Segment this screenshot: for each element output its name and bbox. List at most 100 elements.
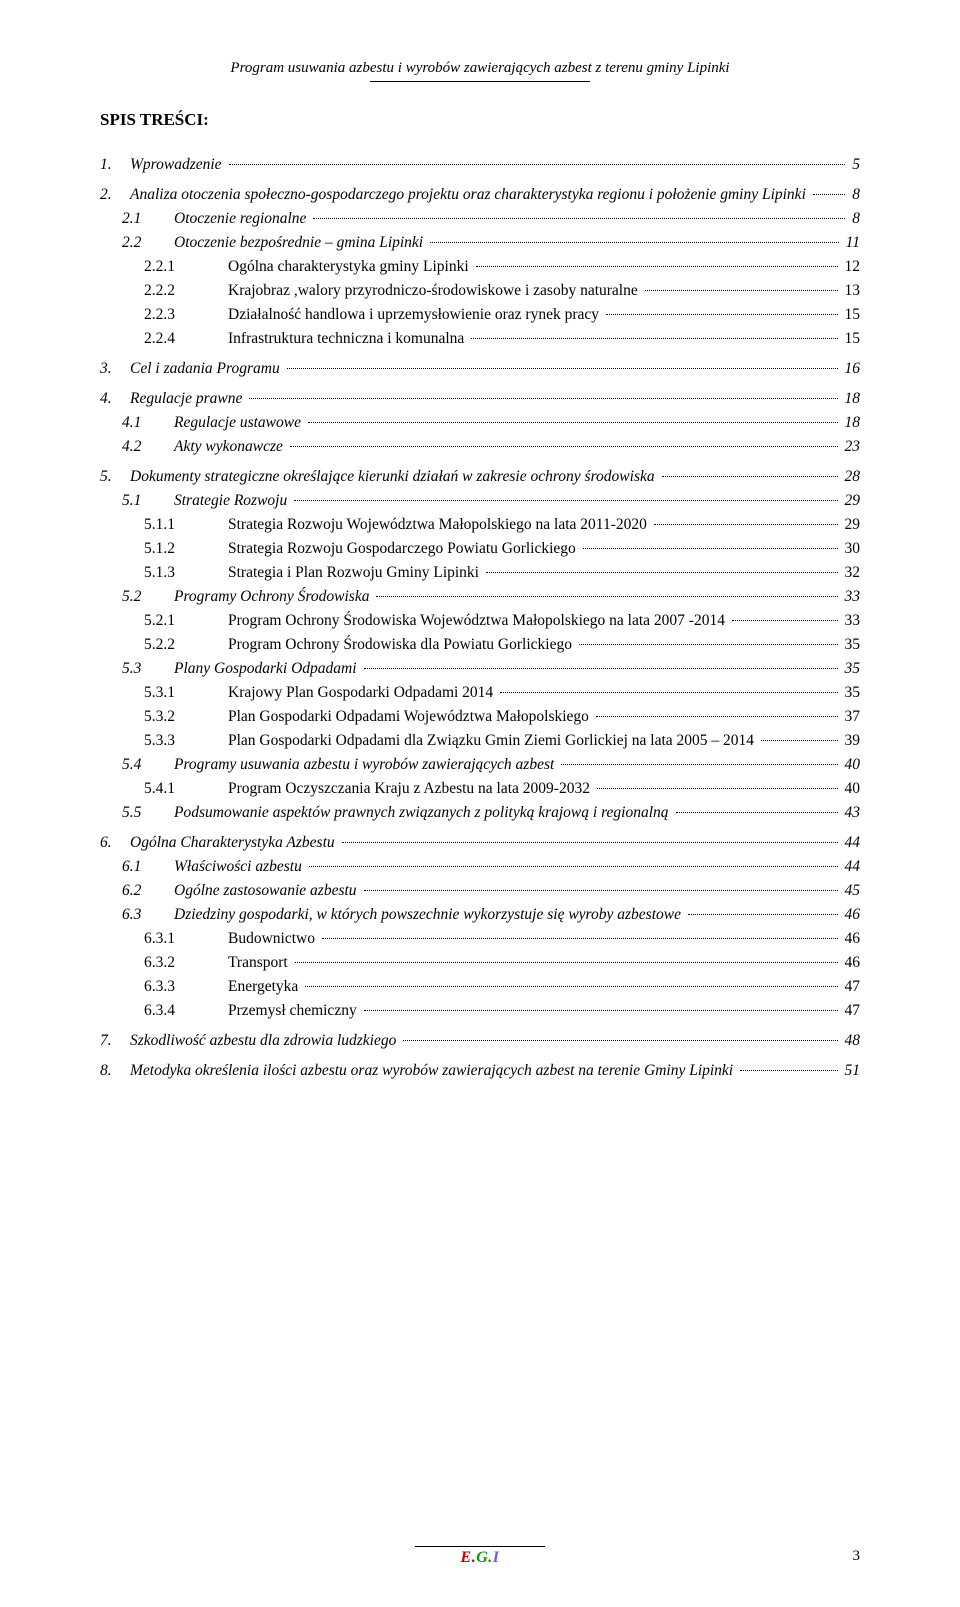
toc-entry-page: 43 [841, 804, 861, 822]
toc-entry-page: 33 [841, 612, 861, 630]
toc-entry-page: 18 [841, 414, 861, 432]
toc-entry-number: 6.3 [100, 906, 174, 924]
toc-leader-dots [688, 914, 838, 915]
toc-entry-label: Krajobraz ,walory przyrodniczo-środowisk… [228, 282, 642, 300]
toc-entry-number: 5.2.2 [100, 636, 228, 654]
toc-entry-number: 2.1 [100, 210, 174, 228]
toc-entry: 2.2.3Działalność handlowa i uprzemysłowi… [100, 306, 860, 324]
toc-entry-label: Transport [228, 954, 292, 972]
toc-leader-dots [606, 314, 838, 315]
footer-divider [415, 1546, 545, 1547]
toc-leader-dots [732, 620, 838, 621]
toc-entry-label: Program Oczyszczania Kraju z Azbestu na … [228, 780, 594, 798]
toc-entry-label: Strategia Rozwoju Gospodarczego Powiatu … [228, 540, 580, 558]
toc-entry-page: 29 [841, 516, 861, 534]
toc-entry-label: Strategia Rozwoju Województwa Małopolski… [228, 516, 651, 534]
document-header-title: Program usuwania azbestu i wyrobów zawie… [100, 60, 860, 77]
toc-entry-page: 44 [841, 834, 861, 852]
toc-entry: 4.2Akty wykonawcze23 [100, 438, 860, 456]
toc-entry-label: Dziedziny gospodarki, w których powszech… [174, 906, 685, 924]
toc-leader-dots [290, 446, 838, 447]
toc-entry-number: 6.3.4 [100, 1002, 228, 1020]
toc-entry-label: Regulacje prawne [130, 390, 246, 408]
toc-entry: 5.1.3Strategia i Plan Rozwoju Gminy Lipi… [100, 564, 860, 582]
toc-entry-number: 5.1.1 [100, 516, 228, 534]
toc-entry-number: 2. [100, 186, 130, 204]
toc-leader-dots [287, 368, 838, 369]
toc-leader-dots [740, 1070, 837, 1071]
toc-entry-label: Cel i zadania Programu [130, 360, 284, 378]
toc-entry-page: 51 [841, 1062, 861, 1080]
toc-entry-label: Ogólna Charakterystyka Azbestu [130, 834, 339, 852]
toc-entry: 6.2Ogólne zastosowanie azbestu45 [100, 882, 860, 900]
toc-entry-label: Strategie Rozwoju [174, 492, 291, 510]
toc-entry-number: 4. [100, 390, 130, 408]
toc-entry-number: 5.1.3 [100, 564, 228, 582]
toc-entry: 2.Analiza otoczenia społeczno-gospodarcz… [100, 186, 860, 204]
toc-entry-page: 46 [841, 930, 861, 948]
toc-entry: 1.Wprowadzenie5 [100, 156, 860, 174]
toc-entry-page: 11 [842, 234, 860, 252]
toc-entry-label: Energetyka [228, 978, 302, 996]
toc-leader-dots [654, 524, 838, 525]
toc-entry-label: Metodyka określenia ilości azbestu oraz … [130, 1062, 737, 1080]
toc-entry: 6.3.3Energetyka47 [100, 978, 860, 996]
toc-entry-label: Wprowadzenie [130, 156, 226, 174]
toc-entry-page: 46 [841, 954, 861, 972]
toc-entry-label: Przemysł chemiczny [228, 1002, 361, 1020]
toc-entry: 5.2.2Program Ochrony Środowiska dla Powi… [100, 636, 860, 654]
toc-entry-number: 4.2 [100, 438, 174, 456]
toc-entry-number: 8. [100, 1062, 130, 1080]
toc-entry-number: 5.3.3 [100, 732, 228, 750]
toc-entry: 5.1.1Strategia Rozwoju Województwa Małop… [100, 516, 860, 534]
toc-entry-page: 45 [841, 882, 861, 900]
toc-entry-page: 13 [841, 282, 861, 300]
toc-entry-number: 4.1 [100, 414, 174, 432]
footer-logo: E.G.I [0, 1549, 960, 1567]
toc-entry-number: 5. [100, 468, 130, 486]
toc-entry-number: 5.1.2 [100, 540, 228, 558]
toc-leader-dots [342, 842, 838, 843]
toc-leader-dots [579, 644, 838, 645]
toc-entry-page: 15 [841, 330, 861, 348]
toc-leader-dots [645, 290, 838, 291]
toc-entry: 2.1Otoczenie regionalne8 [100, 210, 860, 228]
toc-entry-label: Analiza otoczenia społeczno-gospodarczeg… [130, 186, 810, 204]
toc-entry-number: 6.2 [100, 882, 174, 900]
toc-entry-page: 35 [841, 660, 861, 678]
toc-entry: 5.2.1Program Ochrony Środowiska Wojewódz… [100, 612, 860, 630]
toc-entry: 5.Dokumenty strategiczne określające kie… [100, 468, 860, 486]
toc-leader-dots [403, 1040, 837, 1041]
toc-entry: 5.5Podsumowanie aspektów prawnych związa… [100, 804, 860, 822]
toc-entry: 6.3.4Przemysł chemiczny47 [100, 1002, 860, 1020]
toc-entry-number: 7. [100, 1032, 130, 1050]
toc-entry: 5.3Plany Gospodarki Odpadami35 [100, 660, 860, 678]
toc-leader-dots [486, 572, 838, 573]
toc-entry-page: 48 [841, 1032, 861, 1050]
toc-entry: 6.3Dziedziny gospodarki, w których powsz… [100, 906, 860, 924]
toc-entry-label: Właściwości azbestu [174, 858, 306, 876]
toc-entry-page: 37 [841, 708, 861, 726]
toc-leader-dots [364, 668, 838, 669]
toc-entry-number: 2.2.2 [100, 282, 228, 300]
toc-entry-page: 35 [841, 636, 861, 654]
toc-entry: 5.3.1Krajowy Plan Gospodarki Odpadami 20… [100, 684, 860, 702]
toc-leader-dots [295, 962, 838, 963]
toc-entry-number: 6.1 [100, 858, 174, 876]
toc-leader-dots [476, 266, 838, 267]
toc-entry-label: Krajowy Plan Gospodarki Odpadami 2014 [228, 684, 497, 702]
toc-entry-label: Plan Gospodarki Odpadami Województwa Mał… [228, 708, 593, 726]
toc-leader-dots [676, 812, 838, 813]
toc-entry: 6.3.2Transport 46 [100, 954, 860, 972]
toc-entry-number: 2.2 [100, 234, 174, 252]
toc-entry-page: 5 [848, 156, 860, 174]
toc-leader-dots [596, 716, 838, 717]
toc-leader-dots [249, 398, 837, 399]
toc-entry-number: 6.3.2 [100, 954, 228, 972]
toc-entry-page: 28 [841, 468, 861, 486]
toc-entry: 7.Szkodliwość azbestu dla zdrowia ludzki… [100, 1032, 860, 1050]
toc-entry: 5.1.2Strategia Rozwoju Gospodarczego Pow… [100, 540, 860, 558]
toc-heading: SPIS TREŚCI: [100, 110, 860, 130]
toc-entry-page: 44 [841, 858, 861, 876]
toc-entry-number: 5.3 [100, 660, 174, 678]
